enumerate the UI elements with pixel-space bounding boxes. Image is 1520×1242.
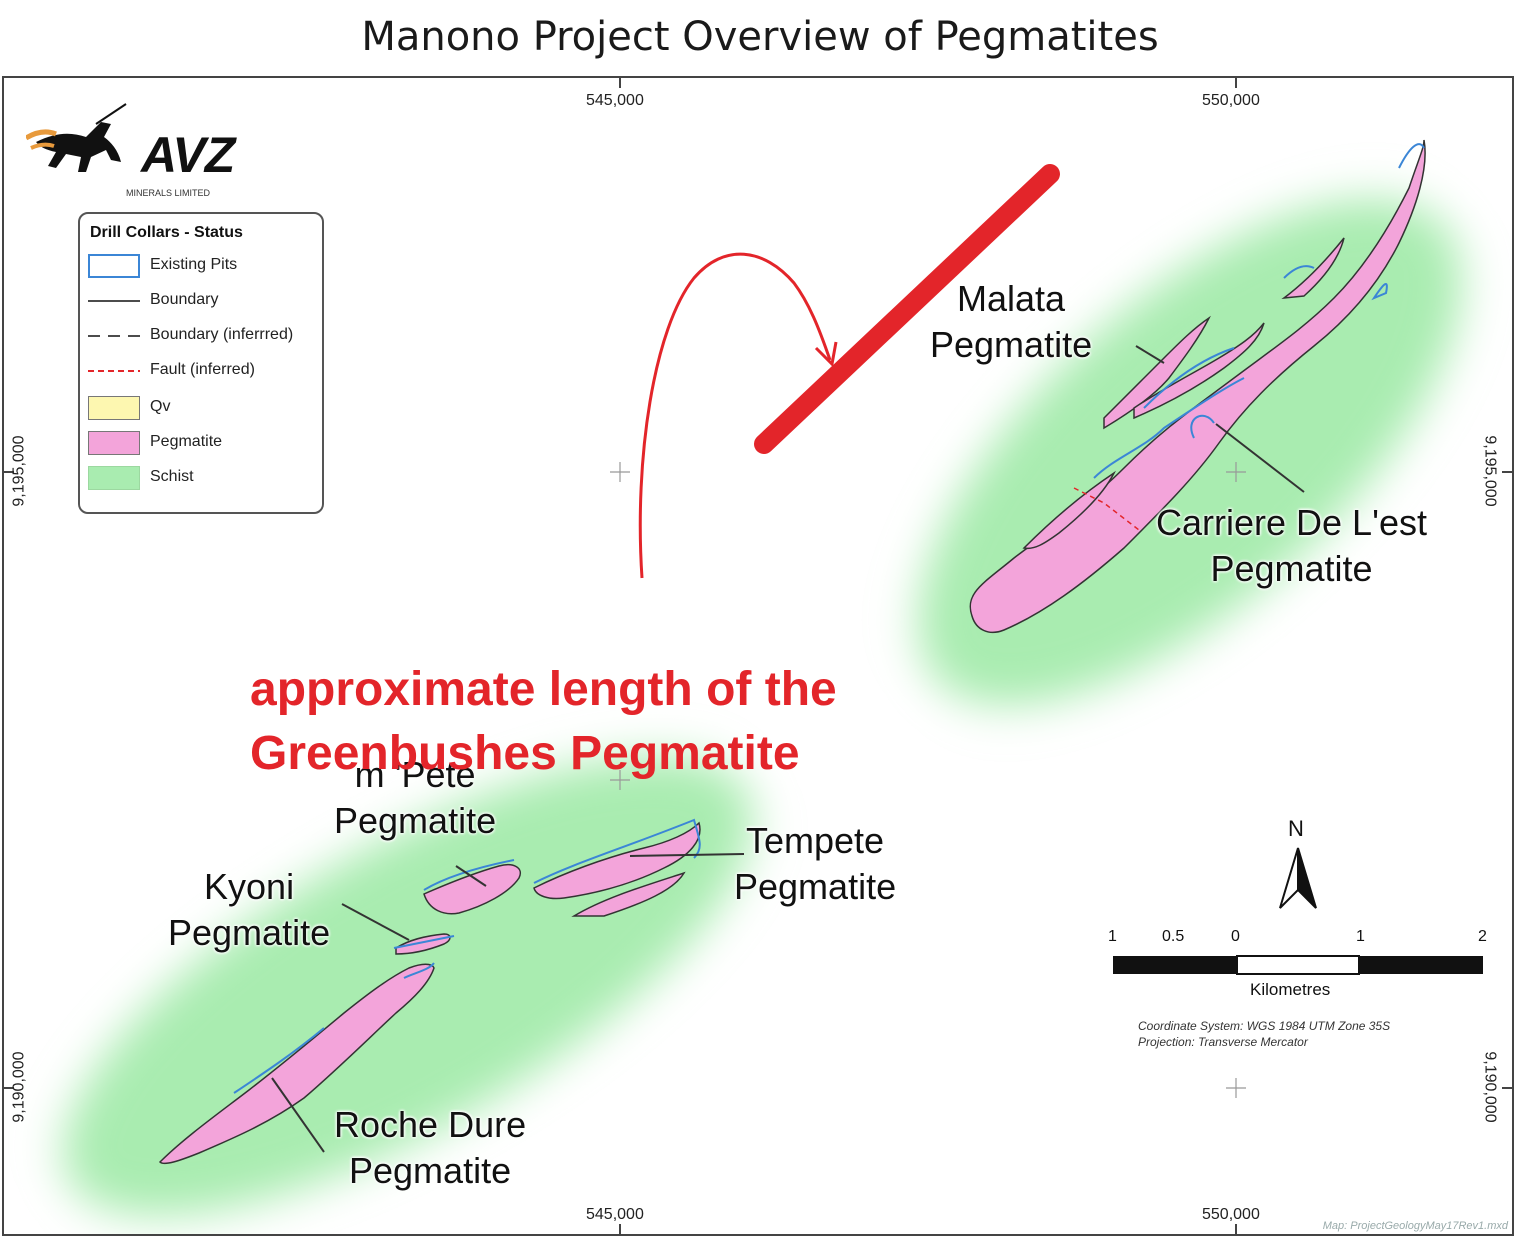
tempete-pegmatite-body (533, 821, 701, 900)
legend-label: Pegmatite (150, 433, 223, 450)
label-line: m 'Pete (354, 754, 476, 795)
pegmatite-north (969, 139, 1426, 634)
map-legend: Drill Collars - Status Existing Pits Bou… (78, 212, 324, 514)
annotation-arrow (638, 252, 832, 579)
grid-label-left-9190000: 9,190,000 (10, 1051, 28, 1123)
label-roche-dure-pegmatite: Roche Dure Pegmatite (334, 1102, 526, 1194)
legend-item-schist: Schist (88, 464, 318, 494)
scale-tick: 0.5 (1162, 928, 1185, 945)
pits-south (233, 818, 701, 1094)
scale-tick: 0 (1231, 928, 1240, 945)
pits-north (1093, 143, 1425, 479)
label-line: Carriere De L'est (1156, 502, 1427, 543)
legend-label: Boundary (150, 291, 219, 308)
annotation-arrowhead (814, 341, 838, 368)
grid-label-right-9195000: 9,195,000 (1481, 435, 1499, 507)
annotation-line-1: approximate length of the (250, 663, 837, 716)
legend-label: Fault (inferred) (150, 361, 255, 378)
legend-title: Drill Collars - Status (90, 224, 243, 241)
mpete-pegmatite-body (423, 864, 521, 915)
label-line: Pegmatite (349, 1150, 512, 1191)
qv-swatch (88, 396, 140, 420)
roche-dure-pegmatite-body (158, 963, 435, 1165)
scale-bar-graphic (1113, 955, 1483, 975)
avz-logo: AVZ MINERALS LIMITED (26, 98, 256, 198)
projection: Projection: Transverse Mercator (1138, 1035, 1308, 1049)
legend-item-boundary-inferred: Boundary (inferrred) (88, 322, 318, 352)
leader-lines (271, 345, 1305, 1153)
north-dyke-3 (1022, 470, 1116, 550)
north-dyke-2 (1281, 237, 1345, 300)
schist-swatch (88, 466, 140, 490)
north-label: N (1288, 816, 1304, 841)
tempete-dyke (571, 871, 686, 917)
logo-subtitle: MINERALS LIMITED (126, 188, 211, 198)
grid-label-bottom-545000: 545,000 (586, 1206, 644, 1223)
label-malata-pegmatite: Malata Pegmatite (930, 276, 1092, 368)
label-kyoni-pegmatite: Kyoni Pegmatite (168, 864, 330, 956)
map-canvas (4, 78, 1512, 1234)
label-line: Kyoni (204, 866, 295, 907)
label-line: Pegmatite (334, 800, 497, 841)
grid-label-top-545000: 545,000 (586, 92, 644, 109)
label-line: Pegmatite (734, 866, 897, 907)
label-line: Malata (957, 278, 1066, 319)
label-line: Pegmatite (168, 912, 331, 953)
label-mpete-pegmatite: m 'Pete Pegmatite (334, 752, 496, 844)
label-line: Tempete (746, 820, 885, 861)
label-line: Roche Dure (334, 1104, 527, 1145)
horse-rider-logo-icon (26, 103, 127, 172)
scale-tick: 1 (1356, 928, 1365, 945)
scale-bar: 1 0.5 0 1 2 Kilometres (1100, 918, 1500, 1038)
label-line: Pegmatite (930, 324, 1093, 365)
fault-north (1073, 487, 1140, 531)
scale-tick: 2 (1478, 928, 1487, 945)
legend-item-boundary: Boundary (88, 287, 318, 317)
grid-label-left-9195000: 9,195,000 (10, 435, 28, 507)
grid-crosses (610, 462, 1246, 1098)
pegmatite-south (158, 818, 701, 1165)
scale-tick: 1 (1108, 928, 1117, 945)
fault-inferred-swatch (88, 370, 140, 372)
boundary-inferred-swatch (88, 335, 140, 337)
boundary-swatch (88, 300, 140, 302)
pegmatite-swatch (88, 431, 140, 455)
legend-item-existing-pits: Existing Pits (88, 252, 318, 282)
map-frame: AVZ MINERALS LIMITED 545,000 550,000 545… (2, 76, 1514, 1236)
legend-label: Boundary (inferrred) (150, 326, 294, 343)
coordinate-note: Coordinate System: WGS 1984 UTM Zone 35S… (1138, 1018, 1390, 1050)
label-carriere-pegmatite: Carriere De L'est Pegmatite (1156, 500, 1427, 592)
grid-label-bottom-550000: 550,000 (1202, 1206, 1260, 1223)
greenbushes-annotation: approximate length of the Greenbushes Pe… (250, 658, 837, 786)
annotation-line-2: Greenbushes Pegmatite (250, 727, 800, 780)
grid-label-right-9190000: 9,190,000 (1481, 1051, 1499, 1123)
page-title: Manono Project Overview of Pegmatites (361, 14, 1159, 60)
legend-item-pegmatite: Pegmatite (88, 429, 318, 459)
map-reference: Map: ProjectGeologyMay17Rev1.mxd (1322, 1220, 1508, 1232)
legend-label: Schist (150, 468, 194, 485)
coordinate-system: Coordinate System: WGS 1984 UTM Zone 35S (1138, 1019, 1391, 1033)
frame-ticks (4, 78, 1512, 1234)
legend-item-qv: Qv (88, 394, 318, 424)
north-dyke-1 (1133, 322, 1265, 420)
legend-label: Existing Pits (150, 256, 238, 273)
label-tempete-pegmatite: Tempete Pegmatite (734, 818, 896, 910)
logo-wordmark: AVZ (141, 127, 235, 183)
label-line: Pegmatite (1210, 548, 1373, 589)
existing-pits-swatch (88, 254, 140, 278)
scale-units: Kilometres (1250, 980, 1331, 999)
grid-label-top-550000: 550,000 (1202, 92, 1260, 109)
legend-label: Qv (150, 398, 171, 415)
legend-item-fault-inferred: Fault (inferred) (88, 357, 318, 387)
north-arrow (1279, 847, 1317, 909)
greenbushes-length-bar (754, 164, 1060, 454)
